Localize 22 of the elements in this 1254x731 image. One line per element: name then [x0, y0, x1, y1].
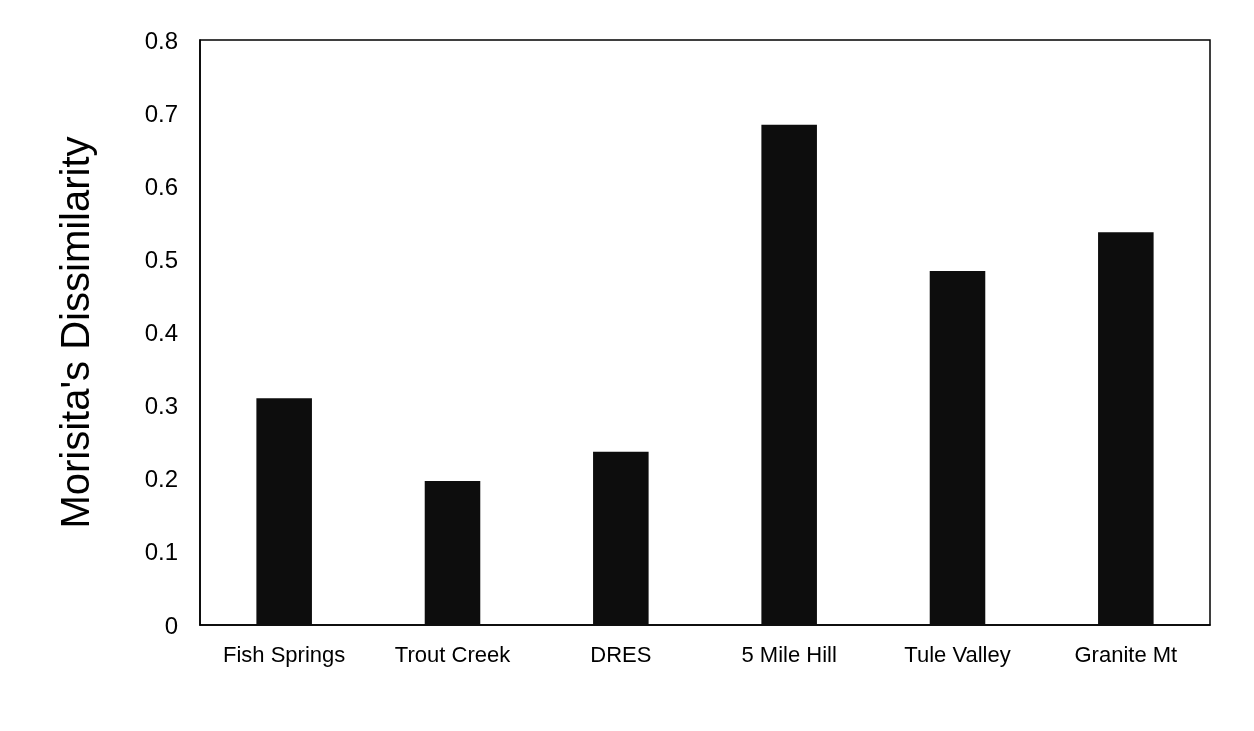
y-tick-label: 0.3	[144, 392, 178, 420]
x-tick-label: 5 Mile Hill	[741, 641, 837, 667]
y-tick-label: 0.5	[144, 245, 178, 273]
bar	[593, 451, 649, 625]
x-tick-label: Tule Valley	[904, 641, 1011, 667]
bar	[929, 271, 986, 625]
y-tick-label: 0	[164, 611, 178, 639]
y-tick-label: 0.7	[144, 99, 178, 127]
bar	[256, 398, 312, 625]
y-tick-label: 0.1	[144, 538, 178, 566]
x-tick-label: Granite Mt	[1074, 641, 1178, 667]
y-axis-title: Morisita's Dissimilarity	[53, 136, 97, 529]
y-tick-label: 0.8	[144, 26, 178, 54]
x-tick-label: Fish Springs	[223, 641, 346, 667]
bar	[424, 480, 481, 625]
x-tick-label: DRES	[590, 641, 652, 667]
x-tick-label: Trout Creek	[394, 641, 512, 667]
y-tick-label: 0.2	[144, 465, 178, 493]
bar	[1098, 232, 1154, 625]
y-tick-label: 0.6	[144, 172, 178, 200]
y-tick-label: 0.4	[144, 319, 178, 346]
bar	[761, 124, 817, 625]
